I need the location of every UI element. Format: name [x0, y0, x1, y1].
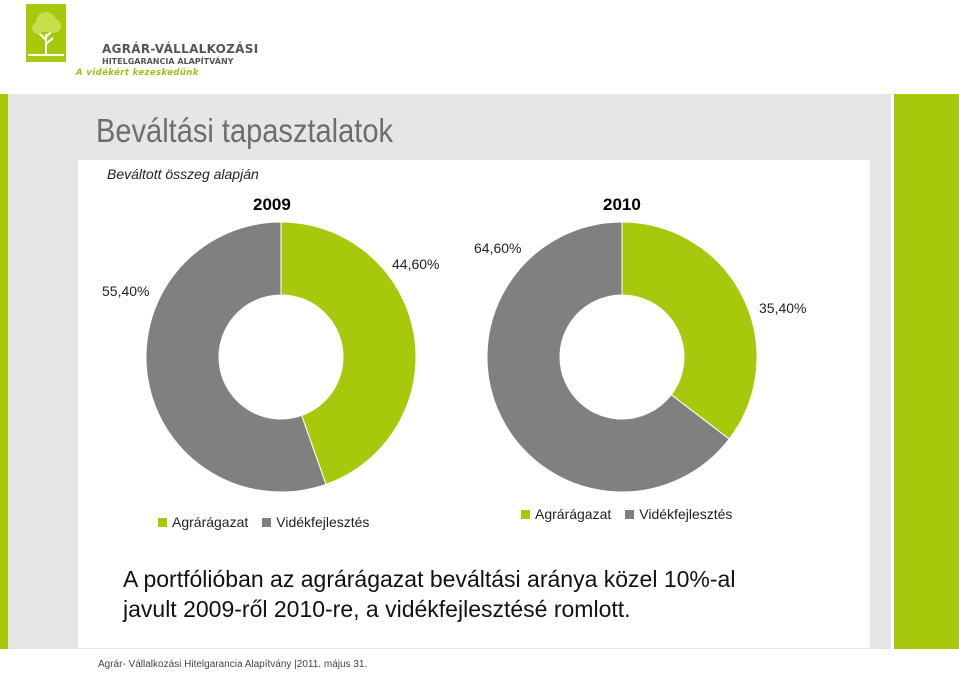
chart-2010-title: 2010 [603, 195, 641, 214]
donut-slice-2009-agrar [280, 221, 417, 485]
right-accent-bar [894, 94, 959, 649]
donut-slice-2010-agrar [621, 221, 758, 440]
logo-subtitle: HITELGARANCIA ALAPÍTVÁNY [102, 57, 234, 66]
legend-label-videk: Vidékfejlesztés [639, 506, 733, 522]
summary-line-1: A portfólióban az agrárágazat beváltási … [123, 566, 736, 592]
legend-item-agrar: Agrárágazat [158, 514, 248, 530]
legend-label-agrar: Agrárágazat [535, 506, 612, 522]
footer: Agrár- Vállalkozási Hitelgarancia Alapít… [98, 659, 368, 670]
logo-title: AGRÁR-VÁLLALKOZÁSI [102, 42, 259, 56]
data-label-2010-agrar: 35,40% [759, 300, 807, 316]
summary-text: A portfólióban az agrárágazat beváltási … [123, 564, 863, 624]
donut-slice-2009-videk [145, 221, 327, 493]
summary-line-2: javult 2009-ről 2010-re, a vidékfejleszt… [123, 596, 631, 622]
legend-item-videk: Vidékfejlesztés [625, 506, 732, 522]
chart-subtitle: Beváltott összeg alapján [107, 166, 259, 182]
left-accent-bar [0, 94, 8, 649]
legend-2010: Agrárágazat Vidékfejlesztés [521, 506, 746, 522]
logo: AGRÁR-VÁLLALKOZÁSI HITELGARANCIA ALAPÍTV… [26, 4, 258, 80]
legend-item-agrar: Agrárágazat [521, 506, 611, 522]
legend-label-videk: Vidékfejlesztés [276, 514, 370, 530]
data-label-2010-videk: 64,60% [474, 240, 522, 256]
legend-2009: Agrárágazat Vidékfejlesztés [158, 514, 383, 530]
tree-logo-icon [26, 4, 66, 62]
data-label-2009-agrar: 44,60% [392, 256, 440, 272]
legend-label-agrar: Agrárágazat [172, 514, 249, 530]
donut-chart-2009 [145, 221, 417, 493]
legend-swatch-agrar [521, 509, 530, 519]
legend-swatch-agrar [158, 517, 167, 527]
data-label-2009-videk: 55,40% [102, 283, 150, 299]
page-title: Beváltási tapasztalatok [96, 112, 394, 149]
donut-chart-2010 [486, 221, 758, 493]
logo-tagline: A vidékért kezeskedünk [76, 68, 199, 78]
legend-swatch-videk [262, 517, 272, 527]
chart-2009-title: 2009 [253, 195, 291, 214]
legend-swatch-videk [625, 509, 635, 519]
donut-slice-2010-videk [486, 221, 730, 493]
legend-item-videk: Vidékfejlesztés [262, 514, 369, 530]
